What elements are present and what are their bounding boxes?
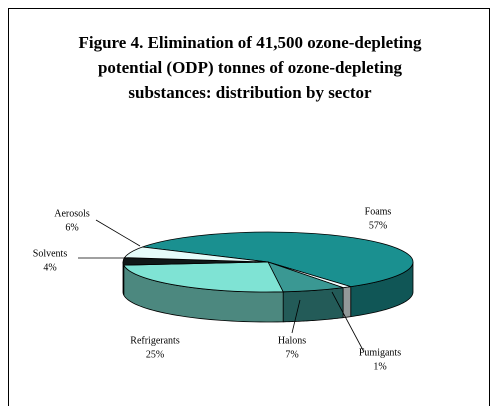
leader-line	[95, 219, 141, 247]
chart-title: Figure 4. Elimination of 41,500 ozone-de…	[78, 33, 422, 102]
slice	[142, 231, 414, 288]
value-label: 57%	[369, 220, 387, 231]
slice	[123, 261, 284, 293]
value-label: 1%	[373, 361, 386, 372]
slice-label: Solvents	[33, 248, 68, 259]
value-label: 4%	[43, 262, 56, 273]
slice-label: Refrigerants	[130, 335, 180, 346]
slice-side	[282, 287, 344, 323]
slice-label: Fumigants	[359, 347, 401, 358]
slice-label: Aerosols	[54, 208, 90, 219]
slice-side	[342, 286, 352, 319]
value-label: 6%	[65, 222, 78, 233]
value-label: 25%	[146, 349, 164, 360]
slice-label: Foams	[365, 206, 392, 217]
leader-line	[291, 299, 301, 334]
chart-frame	[8, 8, 490, 406]
slice-label: Halons	[278, 335, 306, 346]
slice-side	[122, 262, 125, 296]
leader-line	[331, 291, 365, 353]
value-label: 7%	[285, 349, 298, 360]
